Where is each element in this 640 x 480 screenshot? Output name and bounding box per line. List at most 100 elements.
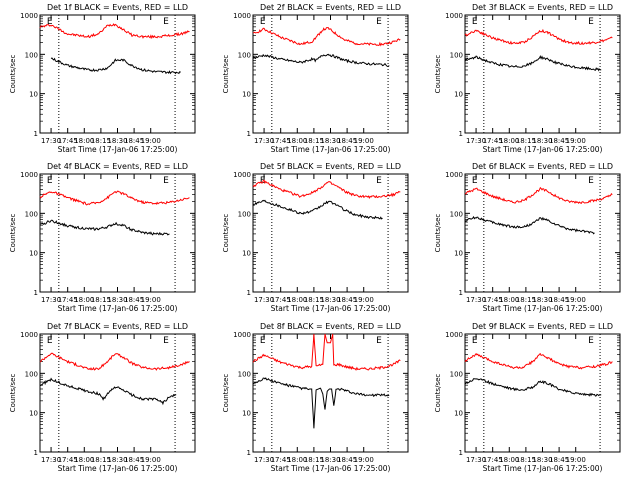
x-tick-label: 18:15 xyxy=(516,137,536,145)
y-tick-label: 100 xyxy=(450,51,463,59)
x-tick-label: 18:30 xyxy=(532,456,552,464)
marker-label: E xyxy=(588,336,594,346)
x-tick-label: 19:00 xyxy=(141,456,161,464)
panel-2: Det 2f BLACK = Events, RED = LLD 1 10 100 10… xyxy=(222,3,409,154)
y-tick-label: 1 xyxy=(459,130,463,138)
x-tick-label: 18:15 xyxy=(91,296,111,304)
x-tick-label: 18:30 xyxy=(532,296,552,304)
series-line-events xyxy=(39,219,170,236)
x-tick-label: 18:15 xyxy=(91,137,111,145)
series-line-events xyxy=(50,57,181,75)
marker-label: E xyxy=(260,17,266,27)
marker-label: E xyxy=(163,17,169,27)
marker-label: E xyxy=(376,17,382,27)
x-tick-label: 19:00 xyxy=(566,296,586,304)
x-axis-label: Start Time (17-Jan-06 17:25:00) xyxy=(271,464,391,473)
series-line-events xyxy=(39,377,177,406)
panel-title: Det 6f BLACK = Events, RED = LLD xyxy=(472,162,613,171)
panel-title: Det 7f BLACK = Events, RED = LLD xyxy=(47,322,188,331)
x-tick-label: 18:30 xyxy=(320,137,340,145)
y-tick-label: 1000 xyxy=(20,171,38,179)
marker-label: E xyxy=(588,176,594,186)
x-tick-label: 17:45 xyxy=(483,296,503,304)
marker-label: E xyxy=(588,17,594,27)
marker-label: E xyxy=(472,17,478,27)
x-tick-label: 19:00 xyxy=(566,456,586,464)
y-tick-label: 100 xyxy=(238,51,251,59)
x-tick-label: 18:45 xyxy=(549,296,569,304)
marker-label: E xyxy=(47,176,53,186)
panel-title: Det 4f BLACK = Events, RED = LLD xyxy=(47,162,188,171)
y-tick-label: 1 xyxy=(459,289,463,297)
x-tick-label: 18:00 xyxy=(74,456,94,464)
series-line-events xyxy=(252,377,390,429)
x-tick-label: 18:45 xyxy=(549,137,569,145)
y-tick-label: 1 xyxy=(247,289,251,297)
series-line-lld xyxy=(464,28,613,46)
x-tick-label: 18:00 xyxy=(287,137,307,145)
series-line-lld xyxy=(464,186,613,205)
x-tick-label: 18:30 xyxy=(320,296,340,304)
x-axis-label: Start Time (17-Jan-06 17:25:00) xyxy=(483,145,603,154)
y-tick-label: 100 xyxy=(450,210,463,218)
y-axis-label: Counts/sec xyxy=(434,55,442,94)
series-line-events xyxy=(252,199,383,220)
marker-label: E xyxy=(260,336,266,346)
y-tick-label: 10 xyxy=(29,250,38,258)
panel-3: Det 3f BLACK = Events, RED = LLD 1 10 100 10… xyxy=(434,3,621,154)
x-tick-label: 18:00 xyxy=(499,296,519,304)
series-line-lld xyxy=(39,190,190,206)
x-tick-label: 18:30 xyxy=(107,296,127,304)
x-tick-label: 17:30 xyxy=(254,456,274,464)
x-tick-label: 17:30 xyxy=(466,137,486,145)
y-tick-label: 1000 xyxy=(445,171,463,179)
x-tick-label: 17:30 xyxy=(466,296,486,304)
y-tick-label: 10 xyxy=(454,250,463,258)
marker-label: E xyxy=(376,176,382,186)
y-tick-label: 1 xyxy=(459,449,463,457)
y-tick-label: 10 xyxy=(29,91,38,99)
x-tick-label: 17:45 xyxy=(58,296,78,304)
x-axis-label: Start Time (17-Jan-06 17:25:00) xyxy=(483,304,603,313)
panel-7: Det 7f BLACK = Events, RED = LLD 1 10 100 10… xyxy=(9,322,196,473)
x-tick-label: 18:30 xyxy=(107,456,127,464)
x-tick-label: 17:30 xyxy=(466,456,486,464)
panel-title: Det 8f BLACK = Events, RED = LLD xyxy=(260,322,401,331)
x-tick-label: 18:00 xyxy=(499,456,519,464)
x-tick-label: 17:45 xyxy=(483,456,503,464)
x-axis-label: Start Time (17-Jan-06 17:25:00) xyxy=(58,145,178,154)
series-line-lld xyxy=(464,352,613,370)
x-tick-label: 17:45 xyxy=(58,456,78,464)
x-axis-label: Start Time (17-Jan-06 17:25:00) xyxy=(58,464,178,473)
series-line-events xyxy=(464,55,602,72)
y-tick-label: 10 xyxy=(29,410,38,418)
x-tick-label: 18:45 xyxy=(124,137,144,145)
x-tick-label: 18:45 xyxy=(337,296,357,304)
y-tick-label: 10 xyxy=(454,410,463,418)
panel-1: Det 1f BLACK = Events, RED = LLD 1 10 100 10… xyxy=(9,3,196,154)
x-tick-label: 19:00 xyxy=(141,296,161,304)
x-tick-label: 18:15 xyxy=(304,137,324,145)
series-line-lld xyxy=(39,352,190,371)
x-tick-label: 17:45 xyxy=(483,137,503,145)
marker-label: E xyxy=(47,17,53,27)
x-tick-label: 19:00 xyxy=(354,296,374,304)
marker-label: E xyxy=(47,336,53,346)
x-tick-label: 18:15 xyxy=(304,296,324,304)
series-line-events xyxy=(464,378,602,397)
y-tick-label: 1000 xyxy=(445,12,463,20)
y-tick-label: 1000 xyxy=(20,331,38,339)
x-tick-label: 18:30 xyxy=(320,456,340,464)
y-tick-label: 100 xyxy=(238,370,251,378)
y-tick-label: 100 xyxy=(25,210,38,218)
panel-9: Det 9f BLACK = Events, RED = LLD 1 10 100 10… xyxy=(434,322,621,473)
y-axis-label: Counts/sec xyxy=(9,374,17,413)
x-tick-label: 18:15 xyxy=(91,456,111,464)
panel-5: Det 5f BLACK = Events, RED = LLD 1 10 100 10… xyxy=(222,162,409,313)
x-tick-label: 18:00 xyxy=(499,137,519,145)
y-tick-label: 100 xyxy=(238,210,251,218)
y-axis-label: Counts/sec xyxy=(222,374,230,413)
x-tick-label: 18:00 xyxy=(74,296,94,304)
x-tick-label: 18:15 xyxy=(304,456,324,464)
x-tick-label: 18:45 xyxy=(337,456,357,464)
